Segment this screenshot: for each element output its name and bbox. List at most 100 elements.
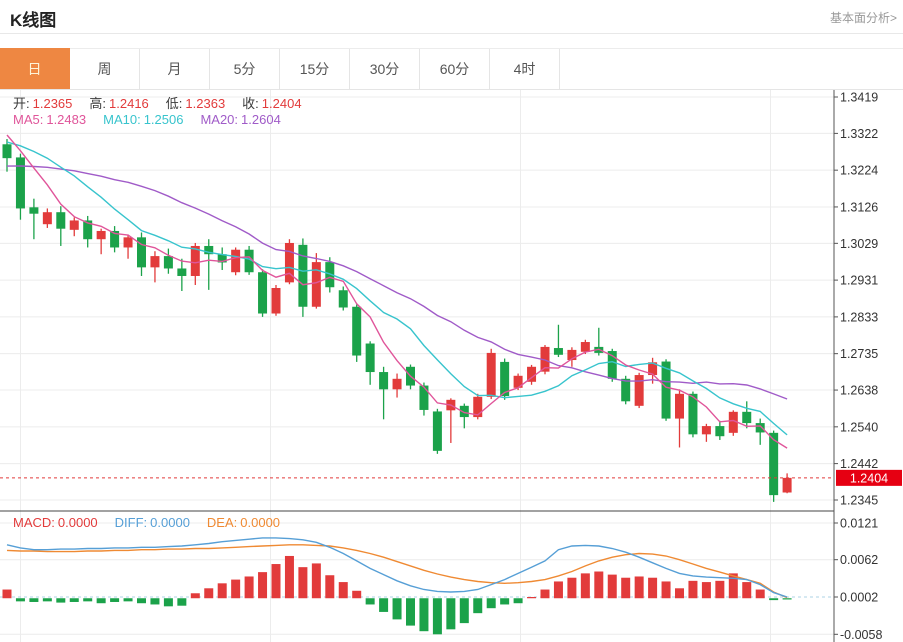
candle-body: [392, 378, 402, 390]
tab-period-2[interactable]: 周: [70, 49, 140, 89]
ma20-line: [6, 165, 788, 400]
candle-body: [231, 249, 241, 273]
candle-body: [432, 411, 442, 451]
candle-body: [527, 366, 537, 382]
tab-period-1[interactable]: 日: [0, 48, 70, 89]
candle-body: [473, 396, 483, 418]
candle-body: [311, 262, 321, 307]
metric-label: 收:: [242, 96, 259, 111]
macd-bar: [69, 598, 79, 602]
candle-body: [42, 212, 52, 225]
macd-bar: [580, 573, 590, 599]
metric-label: 低:: [165, 96, 183, 111]
candle-body: [204, 245, 214, 255]
candle-body: [338, 290, 348, 308]
candle-body: [150, 256, 160, 268]
tab-period-5[interactable]: 15分: [280, 49, 350, 89]
candle-body: [459, 405, 469, 418]
macd-gridlines: [0, 522, 834, 635]
candle-body: [513, 375, 523, 388]
macd-bar: [163, 598, 173, 607]
macd-lines: [6, 537, 788, 599]
candle-body: [553, 348, 563, 355]
macd-bar: [150, 598, 160, 605]
price-axis-label: 1.2442: [840, 457, 878, 471]
macd-bar: [432, 598, 442, 635]
price-axis-label: 1.2735: [840, 347, 878, 361]
macd-bar: [42, 598, 52, 602]
candle-body: [486, 352, 496, 397]
macd-axis-label: -0.0058: [840, 628, 882, 642]
candle-body: [701, 426, 711, 435]
macd-bar: [110, 598, 120, 602]
metric-value: 1.2506: [143, 112, 184, 127]
candle-body: [163, 256, 173, 269]
ohlc-row-item-2: 高: 1.2416: [89, 96, 148, 111]
macd-bar: [648, 577, 658, 599]
macd-axis-label: 0.0002: [840, 591, 878, 605]
macd-row-item-2: DIFF: 0.0000: [115, 515, 190, 530]
candle-body: [123, 237, 133, 248]
macd-row-item-3: DEA: 0.0000: [207, 515, 280, 530]
tab-period-4[interactable]: 5分: [210, 49, 280, 89]
macd-bar: [406, 598, 415, 626]
tab-period-7[interactable]: 60分: [420, 49, 490, 89]
candle-body: [634, 375, 644, 406]
macd-bar: [459, 598, 469, 624]
price-axis-label: 1.3419: [840, 91, 878, 105]
vertical-gridlines: [20, 88, 771, 642]
macd-bar: [338, 582, 348, 599]
metric-label: 高:: [89, 96, 107, 111]
candle-body: [769, 432, 779, 496]
candle-body: [15, 157, 25, 209]
ma10-line: [6, 141, 788, 436]
macd-bar: [500, 598, 510, 605]
fundamental-analysis-link[interactable]: 基本面分析>: [829, 11, 897, 25]
macd-bar: [473, 598, 483, 614]
period-tabs: 日周月 5分 15分 30分 60分 4时: [0, 48, 903, 90]
macd-bar: [742, 582, 752, 599]
macd-bar: [621, 577, 631, 599]
candle-body: [742, 411, 752, 424]
candle-body: [648, 362, 658, 376]
candle-body: [2, 144, 12, 159]
candle-body: [29, 207, 39, 214]
macd-bar: [231, 579, 241, 599]
candle-body: [284, 242, 294, 283]
macd-bar: [715, 580, 725, 599]
tab-period-3[interactable]: 月: [140, 49, 210, 89]
price-axis-label: 1.3126: [840, 200, 878, 214]
metric-label: DEA:: [206, 515, 238, 530]
macd-bar: [204, 588, 214, 599]
macd-bar: [513, 598, 523, 604]
candle-body: [137, 237, 146, 268]
candle-body: [500, 361, 510, 397]
candle-body: [69, 220, 79, 230]
candle-body: [177, 268, 187, 276]
candle-body: [688, 393, 698, 435]
macd-bar: [244, 576, 254, 599]
macd-bar: [634, 576, 644, 599]
ohlc-row-item-3: 低: 1.2363: [166, 96, 225, 111]
metric-label: DIFF:: [114, 515, 148, 530]
ma5-line: [6, 134, 788, 449]
candle-body: [567, 349, 577, 361]
candle-body: [661, 361, 671, 419]
current-price-value: 1.2404: [850, 471, 888, 485]
candle-body: [607, 351, 617, 379]
metric-label: MA10:: [103, 112, 141, 127]
macd-bar: [177, 598, 187, 606]
metric-label: 开:: [13, 96, 30, 111]
tab-period-8[interactable]: 4时: [490, 49, 560, 89]
macd-bar: [284, 555, 294, 599]
candle-body: [675, 393, 684, 419]
macd-bar: [392, 598, 402, 620]
ma-row-item-2: MA10: 1.2506: [103, 112, 183, 127]
macd-bar: [352, 590, 362, 599]
metric-label: MACD:: [13, 515, 55, 530]
metric-value: 1.2483: [46, 112, 87, 127]
macd-bar: [2, 589, 12, 599]
ma-row-item-1: MA5: 1.2483: [13, 112, 86, 127]
tab-period-6[interactable]: 30分: [350, 49, 420, 89]
macd-bar: [553, 581, 563, 599]
